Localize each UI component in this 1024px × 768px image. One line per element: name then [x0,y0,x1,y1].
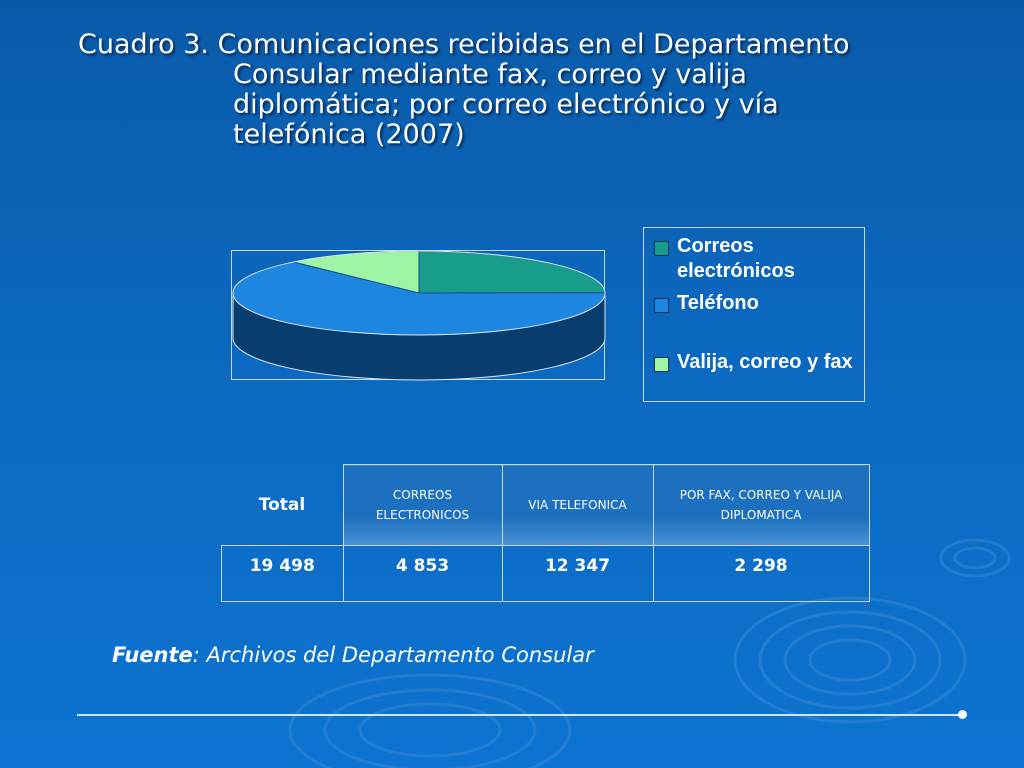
legend-label-correos: Correos electrónicos [677,235,795,282]
header-fax: POR FAX, CORREO Y VALIJA DIPLOMATICA [652,464,870,546]
legend-swatch-telefono [654,298,669,313]
title-line-2: Consular mediante fax, correo y valija [233,59,747,90]
legend-swatch-correos [654,241,669,256]
legend-swatch-valija [654,357,669,372]
header-correos: CORREOS ELECTRONICOS [342,464,503,546]
pie-chart [231,250,606,381]
source-text: : Archivos del Departamento Consular [192,643,594,667]
footer-dot [958,710,967,719]
cell-total: 19 498 [221,545,344,602]
pie-top-rim [232,251,606,336]
cell-fax: 2 298 [652,545,870,602]
legend-item-telefono: Teléfono [654,291,867,316]
title-line-3: diplomática; por correo electrónico y ví… [233,89,779,120]
table-row: 19 498 4 853 12 347 2 298 [221,545,870,602]
legend-item-valija: Valija, correo y fax [654,350,867,375]
title-line-1: Cuadro 3. Comunicaciones recibidas en el… [78,29,850,60]
title-line-4: telefónica (2007) [233,119,465,150]
legend-item-correos: Correos electrónicos [654,234,867,284]
footer-rule [77,714,962,716]
source-label: Fuente [112,643,193,667]
legend-label-valija: Valija, correo y fax [677,351,853,373]
header-fax-text: POR FAX, CORREO Y VALIJA DIPLOMATICA [679,488,843,522]
header-telefonica: VIA TELEFONICA [501,464,654,546]
pie-slice-0 [418,251,606,294]
header-correos-text: CORREOS ELECTRONICOS [375,488,470,522]
cell-telefonica: 12 347 [501,545,654,602]
table-header-row: Total CORREOS ELECTRONICOS VIA TELEFONIC… [222,464,870,546]
chart-legend: Correos electrónicos Teléfono Valija, co… [643,227,865,402]
cell-correos: 4 853 [342,545,503,602]
data-table: Total CORREOS ELECTRONICOS VIA TELEFONIC… [221,464,870,602]
header-total: Total [258,494,306,515]
slide-title: Cuadro 3. Comunicaciones recibidas en el… [78,30,978,150]
source-note: Fuente: Archivos del Departamento Consul… [112,643,594,667]
legend-label-telefono: Teléfono [677,292,759,314]
